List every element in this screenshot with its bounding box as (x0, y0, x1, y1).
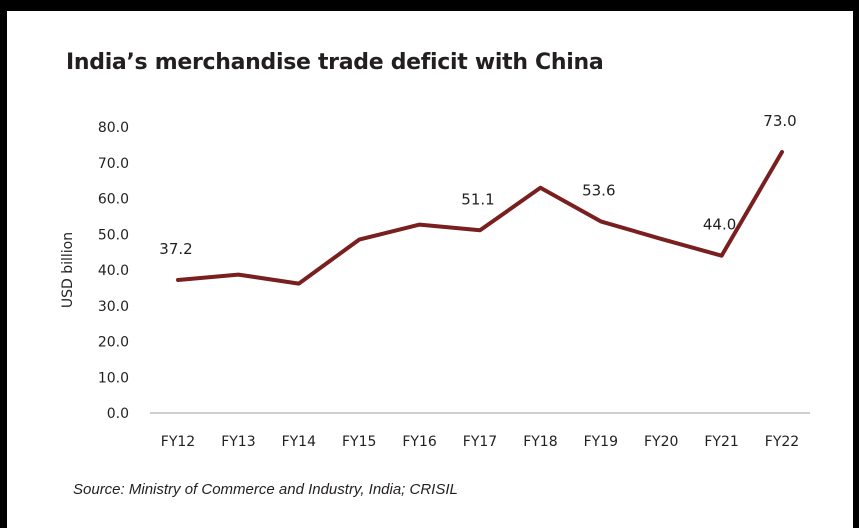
x-tick-label: FY18 (523, 434, 557, 450)
x-tick-label: FY12 (161, 434, 195, 450)
y-tick-label: 30.0 (98, 299, 129, 315)
y-axis-title: USD billion (60, 232, 76, 308)
chart-title: India’s merchandise trade deficit with C… (66, 50, 604, 75)
y-tick-label: 80.0 (98, 120, 129, 136)
data-labels: 37.2 51.1 53.6 44.0 73.0 (159, 112, 796, 258)
x-tick-label: FY13 (221, 434, 255, 450)
x-axis-ticks: FY12 FY13 FY14 FY15 FY16 FY17 FY18 FY19 FY20 FY21… (161, 434, 799, 450)
data-label: 53.6 (582, 181, 615, 199)
data-label: 51.1 (461, 190, 494, 208)
y-tick-label: 50.0 (98, 227, 129, 243)
x-tick-label: FY16 (402, 434, 437, 450)
y-tick-label: 40.0 (98, 263, 129, 279)
series-line-trade-deficit (176, 150, 784, 286)
y-tick-label: 70.0 (98, 156, 129, 172)
x-tick-label: FY21 (704, 434, 738, 450)
x-tick-label: FY15 (342, 434, 376, 450)
data-label: 44.0 (703, 216, 736, 234)
y-tick-label: 10.0 (98, 370, 129, 386)
x-tick-label: FY14 (282, 434, 317, 450)
x-tick-label: FY17 (463, 434, 497, 450)
x-tick-label: FY19 (584, 434, 618, 450)
y-tick-label: 0.0 (107, 406, 129, 422)
data-label: 37.2 (159, 240, 192, 258)
data-label: 73.0 (763, 112, 796, 130)
x-tick-label: FY20 (644, 434, 678, 450)
source-note: Source: Ministry of Commerce and Industr… (73, 481, 458, 498)
y-axis-ticks: 0.0 10.0 20.0 30.0 40.0 50.0 60.0 70.0 80.0 (98, 120, 129, 422)
y-tick-label: 60.0 (98, 192, 129, 208)
x-tick-label: FY22 (765, 434, 799, 450)
y-tick-label: 20.0 (98, 335, 129, 351)
